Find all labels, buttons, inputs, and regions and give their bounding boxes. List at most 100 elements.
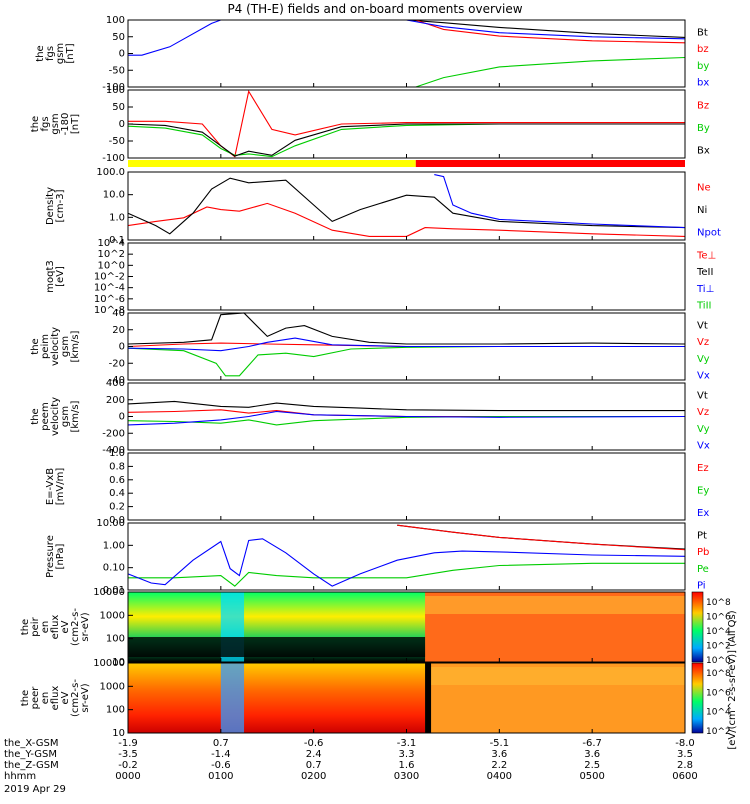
y-axis-label: -180: [60, 113, 71, 136]
legend-label: Vt: [697, 320, 708, 331]
y-tick-label: 0: [119, 342, 125, 353]
series-line-By: [127, 123, 685, 158]
xaxis-value: 2.8: [677, 760, 693, 771]
legend-label: Ex: [697, 508, 709, 519]
y-axis-label: peim: [40, 334, 51, 359]
xaxis-value: -6.7: [582, 738, 602, 749]
legend-label: TiII: [696, 301, 711, 312]
y-tick-label: 10^-4: [94, 283, 125, 294]
y-tick-label: -400: [102, 445, 125, 456]
y-axis-label: en: [40, 692, 51, 705]
y-tick-label: 0: [119, 119, 125, 130]
series-line-Ne: [127, 202, 686, 237]
y-tick-label: 10: [112, 728, 125, 739]
y-axis-label: [km/s]: [70, 400, 81, 432]
colorbar: [691, 591, 704, 663]
legend-label: Pt: [697, 530, 707, 541]
series-line-Vy: [127, 345, 685, 377]
y-axis-label: moqt3: [45, 260, 56, 293]
y-tick-label: 100: [106, 634, 125, 645]
legend-label: Vz: [697, 407, 709, 418]
xaxis-value: -1.4: [211, 749, 231, 760]
xaxis-date: 2019 Apr 29: [4, 784, 66, 795]
y-axis-label: gsm: [60, 336, 71, 357]
y-axis-label: peem: [40, 402, 51, 430]
y-axis-label: eflux: [50, 615, 61, 640]
y-tick-label: 1.0: [109, 212, 125, 223]
colorbar-tick-label: 10^0: [706, 656, 731, 666]
series-line-Pt: [397, 524, 686, 550]
colorbar-tick-label: 10^6: [706, 613, 731, 623]
xaxis-value: 3.6: [584, 749, 600, 760]
xaxis-value: 0500: [579, 771, 604, 782]
legend-label: Vy: [697, 354, 710, 365]
y-axis-label: eV: [60, 620, 71, 633]
panel-2: [127, 89, 686, 167]
legend-label: Bx: [697, 146, 710, 157]
y-axis-label: [cm-3]: [55, 189, 66, 222]
y-tick-label: 10^4: [98, 238, 125, 249]
legend-label: Pe: [697, 564, 709, 575]
y-axis-label: (cm2-s-: [70, 679, 81, 717]
xaxis-row-label: hhmm: [4, 771, 36, 782]
spectrogram-gap: [425, 663, 432, 733]
y-tick-label: -50: [109, 65, 125, 76]
panel-4: [127, 242, 686, 311]
panel-frame: [127, 19, 686, 88]
y-tick-label: 100: [106, 85, 125, 96]
legend-label: Ez: [697, 463, 709, 474]
panel-frame: [127, 452, 686, 521]
panel-10: [127, 662, 704, 734]
xaxis-value: 3.3: [399, 749, 415, 760]
colorbar-tick-label: 10^6: [706, 688, 731, 698]
spectrogram-dark-band: [128, 637, 426, 657]
y-tick-label: 100.0: [96, 167, 125, 178]
series-line-by: [128, 56, 686, 88]
xaxis-value: 3.6: [491, 749, 507, 760]
xaxis-value: 0100: [208, 771, 233, 782]
series-line-Pi: [127, 538, 686, 587]
y-axis-label: the: [30, 408, 41, 424]
spectrogram-band: [425, 596, 685, 614]
series-line-Pb: [397, 524, 686, 551]
y-tick-label: 10: [112, 657, 125, 668]
y-tick-label: 0: [119, 412, 125, 423]
y-tick-label: 10^0: [98, 260, 125, 271]
panel-frame: [127, 522, 686, 591]
legend-label: Pi: [697, 581, 706, 592]
y-tick-label: 1.0: [109, 448, 125, 459]
series-line-Vt: [127, 400, 685, 412]
xaxis-value: 0000: [115, 771, 140, 782]
y-axis-label: en: [40, 621, 51, 634]
y-tick-label: 20: [112, 325, 125, 336]
xaxis-value: -3.1: [397, 738, 417, 749]
panel-5: [127, 312, 686, 381]
legend-label: Vt: [697, 390, 708, 401]
y-tick-label: 10.0: [103, 190, 125, 201]
legend-label: Ti⊥: [696, 284, 714, 295]
xaxis-value: -1.9: [118, 738, 138, 749]
xaxis-value: 3.5: [677, 749, 693, 760]
y-axis-label: the: [30, 338, 41, 354]
y-tick-label: 0.1: [109, 235, 125, 246]
series-line-Npot: [434, 174, 686, 229]
legend-label: Bt: [697, 27, 708, 38]
y-tick-label: -50: [109, 136, 125, 147]
series-line-Vt: [127, 312, 686, 345]
series-line-Vx: [127, 410, 686, 426]
series-line-Vx: [127, 337, 685, 352]
legend-label: Ne: [697, 182, 711, 193]
y-tick-label: 1.00: [103, 540, 125, 551]
legend-label: Vy: [697, 424, 710, 435]
panel-9: [127, 591, 704, 663]
y-tick-label: -100: [102, 82, 125, 93]
legend-label: Ni: [697, 205, 707, 216]
y-tick-label: 1000: [100, 681, 125, 692]
y-axis-label: the: [35, 45, 46, 61]
y-tick-label: 100: [106, 705, 125, 716]
colorbar-tick-label: 10^4: [706, 708, 731, 718]
y-axis-label: the: [30, 116, 41, 132]
y-tick-label: 10^-2: [94, 272, 125, 283]
y-tick-label: 40: [112, 308, 125, 319]
colorbar-tick-label: 10^2: [706, 642, 731, 652]
